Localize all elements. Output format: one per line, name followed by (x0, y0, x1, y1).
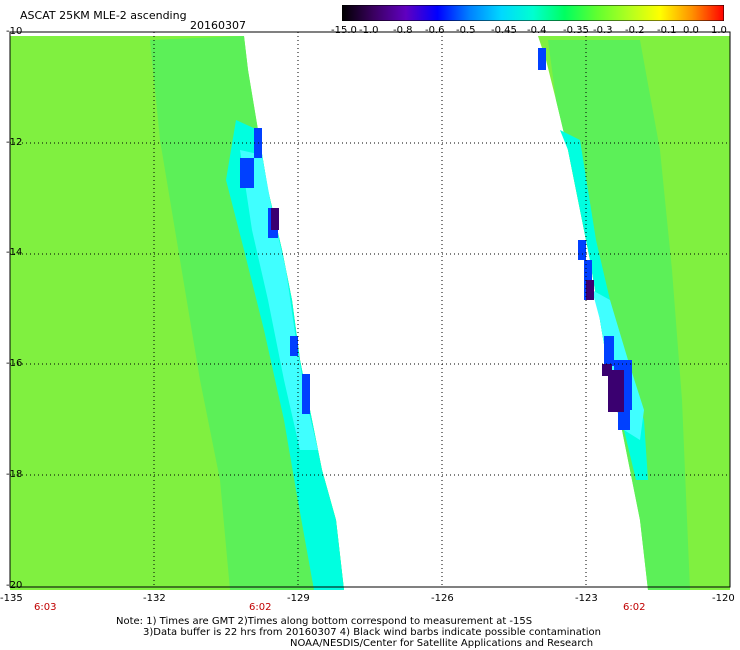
footer-credit: NOAA/NESDIS/Center for Satellite Applica… (290, 638, 594, 649)
colorbar-gradient (342, 5, 724, 21)
time-label-2: 6:02 (249, 602, 272, 613)
lon-label-132: -132 (143, 593, 166, 604)
swath-right-lowvalue (578, 240, 586, 260)
swath-right-minimum (602, 364, 612, 376)
swath-left-lowvalue (290, 336, 298, 356)
colorbar-label: -0.35 (563, 25, 589, 36)
lon-label-120: -120 (712, 593, 735, 604)
swath-left-cyan (240, 150, 318, 450)
lon-label-126: -126 (431, 593, 454, 604)
swath-right-lowvalue (618, 410, 630, 430)
colorbar-label: 1.0 (711, 25, 727, 36)
swath-layer (10, 36, 730, 590)
lon-label-135: -135 (0, 593, 23, 604)
swath-right-minimum (586, 280, 594, 300)
colorbar-label: -0.5 (456, 25, 476, 36)
lat-label-12: -12 (6, 137, 23, 148)
colorbar-label: 0.0 (683, 25, 699, 36)
lon-label-129: -129 (287, 593, 310, 604)
colorbar-label: -0.2 (625, 25, 645, 36)
swath-left-minimum (271, 208, 279, 230)
swath-right-minimum (608, 370, 624, 412)
time-label-1: 6:03 (34, 602, 57, 613)
colorbar-label: -0.8 (393, 25, 413, 36)
lat-label-16: -16 (6, 358, 23, 369)
colorbar-label: -1.0 (359, 25, 379, 36)
colorbar-label: -0.6 (425, 25, 445, 36)
map-frame (9, 31, 731, 588)
lat-label-20: -20 (6, 580, 23, 591)
swath-left-lowvalue (240, 158, 254, 188)
lon-label-123: -123 (575, 593, 598, 604)
lat-label-18: -18 (6, 469, 23, 480)
colorbar-label: -0.4 (527, 25, 547, 36)
grid-lines (10, 32, 730, 587)
swath-right-lowvalue (604, 336, 614, 366)
colorbar-label: -0.45 (491, 25, 517, 36)
time-label-3: 6:02 (623, 602, 646, 613)
colorbar-label: -15.0 (331, 25, 357, 36)
product-title: ASCAT 25KM MLE-2 ascending (20, 9, 187, 22)
footer-note-2: 3)Data buffer is 22 hrs from 20160307 4)… (143, 627, 601, 638)
colorbar-label: -0.1 (657, 25, 677, 36)
product-date: 20160307 (190, 19, 246, 32)
swath-left-lowvalue (302, 374, 310, 414)
lat-label-14: -14 (6, 247, 23, 258)
colorbar-label: -0.3 (593, 25, 613, 36)
lat-label-10: -10 (6, 26, 23, 37)
colorbar (342, 5, 724, 21)
swath-right-lowvalue (538, 48, 546, 70)
footer-note-1: Note: 1) Times are GMT 2)Times along bot… (116, 616, 533, 627)
